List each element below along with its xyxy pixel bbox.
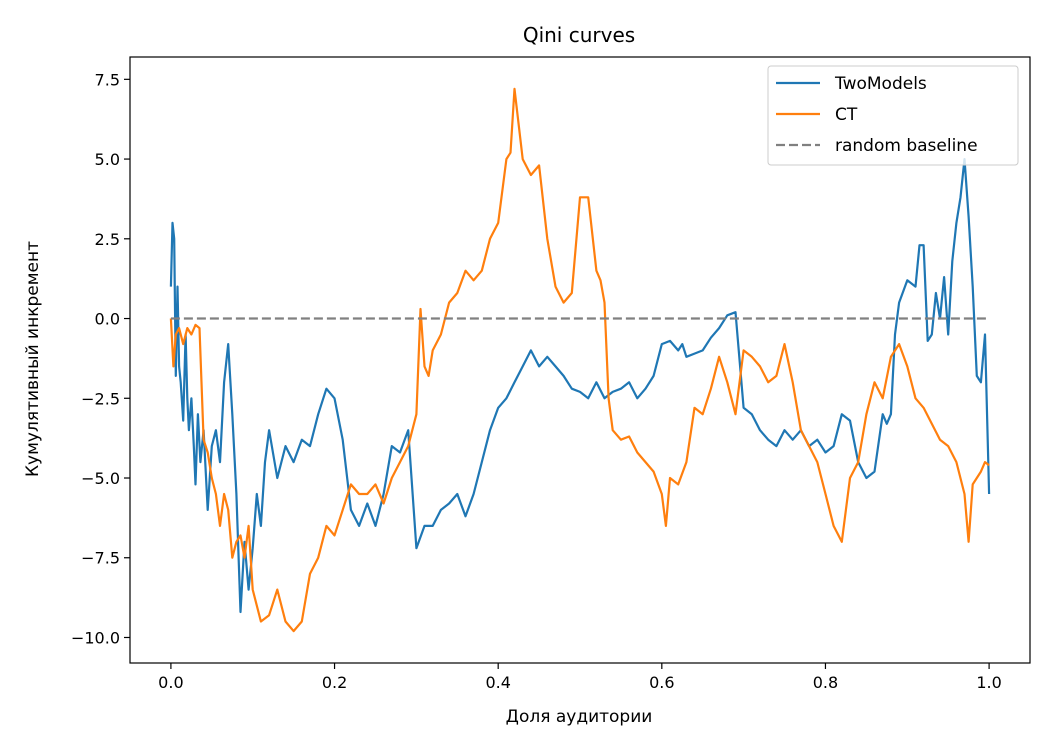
legend-label-ct: CT — [835, 105, 858, 125]
axes-layer: 0.0 0.2 0.4 0.6 0.8 1.0 −10.0 −7.5 −5.0 −2.5 0.0 2.… — [71, 56, 1031, 692]
x-axis-title: Доля аудитории — [506, 707, 653, 727]
x-tick-label: 0.4 — [485, 673, 510, 692]
y-tick-label: −2.5 — [81, 389, 120, 408]
series-line-twomodels — [169, 158, 991, 614]
legend-box — [767, 65, 1019, 166]
x-tick-label: 0.0 — [158, 673, 183, 692]
y-axis-title: Кумулятивный инкремент — [23, 241, 43, 477]
y-tick-label: −10.0 — [71, 628, 120, 647]
x-tick-label: 1.0 — [976, 673, 1001, 692]
y-tick-label: 5.0 — [95, 150, 120, 169]
series-line-ct — [169, 87, 990, 633]
series-layer — [169, 87, 991, 633]
y-tick-label: 0.0 — [95, 310, 120, 329]
plot-frame — [129, 56, 1031, 664]
y-tick-label: −5.0 — [81, 469, 120, 488]
y-tick-label: −7.5 — [81, 549, 120, 568]
y-tick-label: 2.5 — [95, 230, 120, 249]
legend-label-twomodels: TwoModels — [834, 74, 927, 94]
x-tick-label: 0.6 — [649, 673, 674, 692]
chart-title: Qini curves — [523, 23, 635, 47]
legend-label-random-baseline: random baseline — [835, 136, 978, 156]
x-tick-label: 0.8 — [813, 673, 838, 692]
legend: TwoModels CT random baseline — [767, 65, 1019, 166]
x-tick-label: 0.2 — [322, 673, 347, 692]
y-tick-label: 7.5 — [95, 70, 120, 89]
